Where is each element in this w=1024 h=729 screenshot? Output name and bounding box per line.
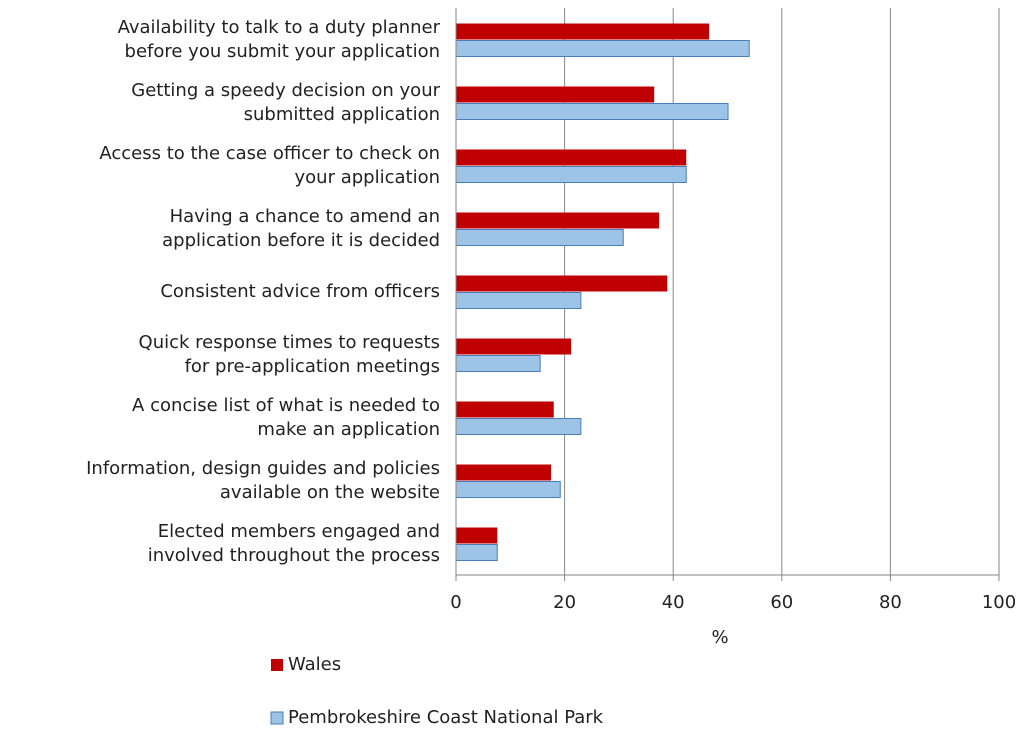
bar (455, 544, 498, 561)
legend-swatch (270, 711, 284, 725)
legend-swatch (271, 659, 283, 671)
x-tick-label: 40 (662, 592, 685, 613)
x-tick-label: 60 (770, 592, 793, 613)
y-tick-label: Access to the case officer to check on y… (99, 142, 440, 188)
y-tick-label: Having a chance to amend an application … (162, 205, 440, 251)
x-tick-label: 100 (982, 592, 1016, 613)
x-axis-label: % (711, 627, 728, 648)
y-tick-label: Getting a speedy decision on your submit… (131, 79, 440, 125)
bar (455, 481, 561, 498)
legend-label: Wales (288, 654, 341, 675)
bar (455, 40, 750, 57)
y-tick-label: Information, design guides and policies … (86, 457, 440, 503)
bar (455, 418, 582, 435)
bar (455, 355, 541, 372)
y-tick-label: Consistent advice from officers (160, 280, 440, 302)
bar (456, 86, 655, 103)
y-tick-label: A concise list of what is needed to make… (132, 394, 440, 440)
x-tick-label: 0 (450, 592, 461, 613)
bar (456, 149, 687, 166)
y-tick-label: Availability to talk to a duty planner b… (117, 16, 440, 62)
bar (456, 23, 710, 40)
bar (455, 229, 624, 246)
bar (456, 275, 668, 292)
x-tick-label: 20 (553, 592, 576, 613)
y-tick-label: Elected members engaged and involved thr… (147, 520, 440, 566)
bar (455, 166, 687, 183)
bar (455, 292, 582, 309)
bar (456, 212, 660, 229)
bar (456, 401, 554, 418)
legend-label: Pembrokeshire Coast National Park (288, 707, 604, 728)
y-tick-label: Quick response times to requests for pre… (138, 331, 440, 377)
x-tick-label: 80 (879, 592, 902, 613)
bar (455, 103, 729, 120)
bar (456, 338, 572, 355)
bar (456, 527, 498, 544)
bar (456, 464, 552, 481)
